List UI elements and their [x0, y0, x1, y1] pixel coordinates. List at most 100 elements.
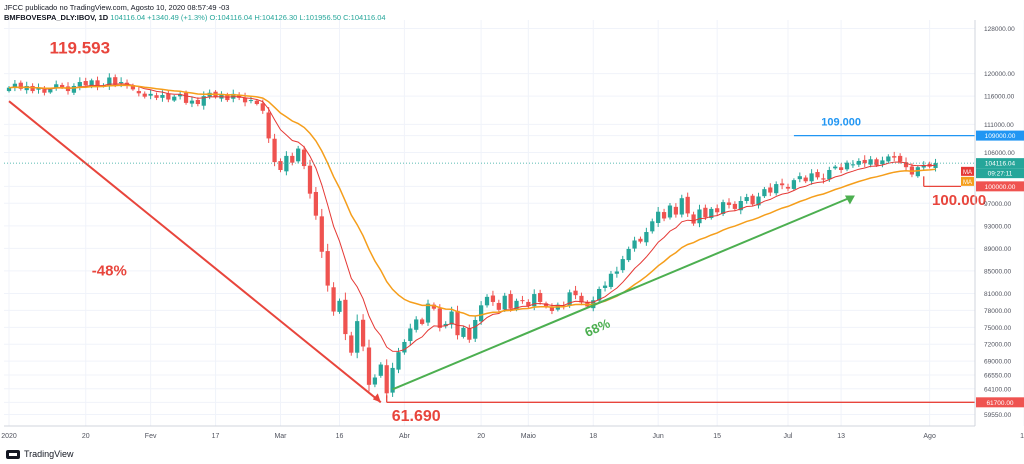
price-tag-text: 100000.00: [985, 184, 1016, 191]
ma-tag-bg: [961, 176, 974, 186]
candle-body: [242, 97, 248, 103]
candle-body: [602, 285, 608, 288]
candle-body: [443, 323, 448, 327]
candle-body: [284, 155, 289, 172]
candle-body: [862, 159, 867, 164]
candle-body: [756, 196, 761, 206]
candle-body: [195, 99, 200, 105]
candle-body: [254, 100, 259, 105]
candle-body: [89, 80, 94, 87]
price-axis: 59550.00 61700.00 64100.00 66550.00 69000.00…: [974, 20, 1024, 426]
rally-arrow-head: [844, 195, 855, 205]
y-tick-label: 69000.00: [984, 359, 1011, 366]
candle-body: [661, 212, 667, 219]
candle-body: [484, 296, 490, 306]
candle-body: [278, 161, 283, 170]
price-tag: 104116.04: [976, 158, 1024, 169]
candle-body: [54, 84, 59, 88]
tradingview-brand-label: TradingView: [24, 449, 74, 459]
candle-body: [461, 327, 466, 337]
price-change: +1340.49 (+1.3%): [147, 13, 208, 22]
candle-body: [927, 163, 932, 167]
grid-lines: [4, 20, 1024, 426]
ohlc-values: O:104116.04 H:104126.30 L:101956.50 C:10…: [209, 13, 386, 22]
candle-body: [638, 238, 643, 242]
price-tag-bg: [976, 130, 1024, 141]
candle-body: [12, 83, 18, 89]
candle-body: [579, 295, 584, 303]
candle-body: [130, 85, 136, 90]
candle-body: [71, 85, 77, 93]
candle-body: [709, 208, 714, 219]
candle-body: [473, 319, 478, 339]
y-tick-label: 64100.00: [984, 386, 1011, 393]
price-tag-bg: [976, 168, 1024, 179]
y-tick-label: 75000.00: [984, 325, 1011, 332]
candle-body: [779, 183, 785, 186]
ma-line-2: [8, 84, 936, 317]
candle-body: [821, 178, 826, 180]
candle-body: [597, 288, 602, 301]
candle-body: [738, 201, 743, 211]
y-tick-label: 89000.00: [984, 246, 1011, 253]
drop-percent-label: -48%: [92, 262, 127, 279]
candle-body: [307, 165, 313, 194]
candle-body: [774, 184, 779, 194]
candle-body: [119, 82, 124, 84]
resistance-label: 109.000: [821, 116, 861, 128]
candle-body: [313, 191, 319, 216]
price-tag-bg: [976, 397, 1024, 408]
candle-body: [915, 167, 920, 177]
candle-body: [349, 335, 354, 353]
y-tick-label: 59550.00: [984, 412, 1011, 419]
tradingview-logo-icon: [6, 449, 20, 459]
candle-body: [809, 173, 814, 182]
y-tick-label: 106000.00: [984, 150, 1015, 157]
x-tick-label: 17: [212, 433, 220, 440]
candle-body: [59, 84, 65, 88]
y-tick-label: 111000.00: [984, 122, 1014, 129]
candle-body: [384, 365, 389, 394]
y-tick-label: 66550.00: [984, 372, 1011, 379]
candle-body: [266, 112, 271, 139]
y-tick-label: 128000.00: [984, 26, 1015, 33]
x-tick-label: 15: [713, 433, 721, 440]
candle-body: [620, 259, 625, 271]
candle-body: [715, 208, 720, 213]
candle-body: [331, 287, 336, 312]
y-tick-label: 93000.00: [984, 223, 1011, 230]
candle-body: [355, 321, 360, 353]
candle-body: [726, 202, 732, 205]
y-tick-label: 116000.00: [984, 94, 1015, 101]
x-tick-label: Jul: [784, 433, 793, 440]
candle-body: [898, 155, 903, 162]
candle-body: [567, 292, 572, 306]
candle-body: [77, 82, 82, 87]
candle-body: [183, 92, 189, 103]
candle-body: [42, 89, 47, 93]
candle-body: [148, 93, 153, 96]
candle-body: [614, 271, 619, 274]
price-tag-text: 109000.00: [985, 133, 1016, 140]
candle-body: [437, 308, 442, 328]
x-tick-label: Fev: [145, 433, 157, 440]
tradingview-brand[interactable]: TradingView: [6, 449, 74, 459]
candle-body: [673, 206, 678, 215]
candle-body: [166, 93, 171, 100]
candle-body: [18, 82, 23, 89]
candle-body: [892, 156, 897, 158]
ma-tag-text: MA: [963, 170, 972, 176]
x-tick-label: 2020: [1, 433, 17, 440]
candle-body: [95, 80, 100, 88]
candle-body: [378, 364, 383, 376]
x-tick-label: 13: [837, 433, 845, 440]
candle-body: [30, 85, 35, 92]
x-tick-label: 18: [589, 433, 597, 440]
candle-body: [543, 303, 549, 308]
candle-body: [656, 211, 661, 223]
candle-body: [83, 81, 88, 86]
candle-body: [490, 295, 496, 302]
candle-body: [467, 328, 472, 340]
